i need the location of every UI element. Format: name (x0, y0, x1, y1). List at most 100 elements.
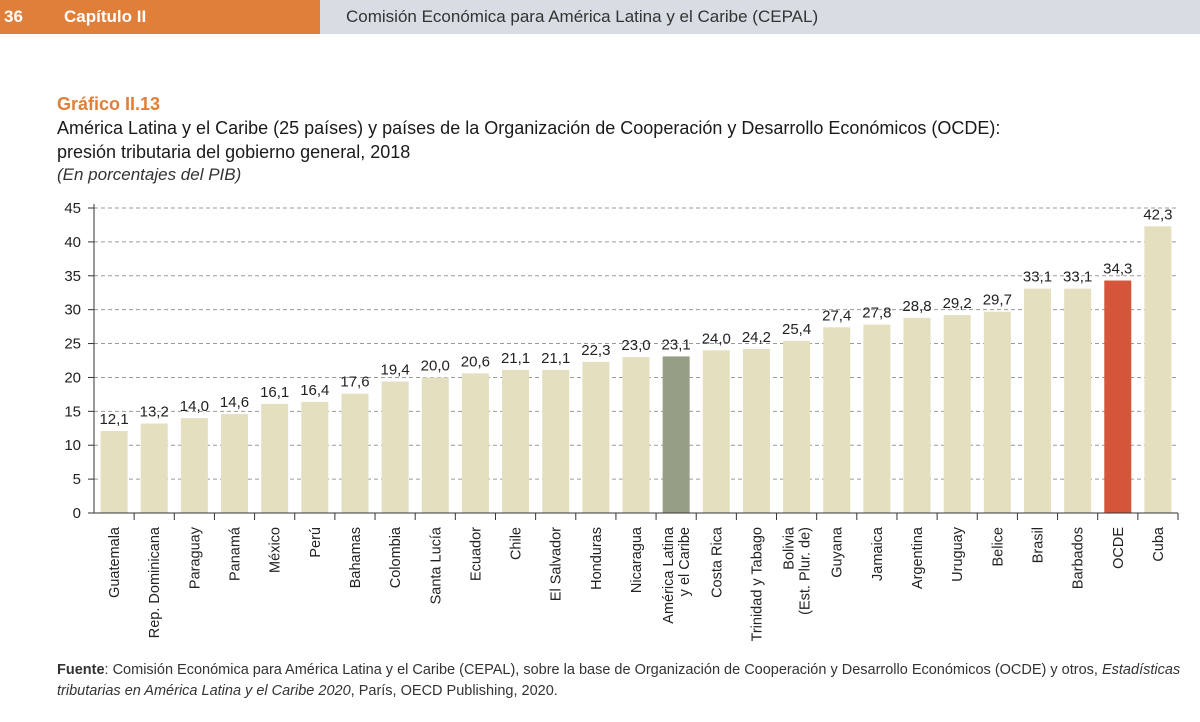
bar (381, 381, 409, 513)
value-label: 16,1 (260, 384, 289, 401)
bar-chart: 12,1 13,2 14,0 14,6 16,1 16,4 17,6 19,4 20,0 20,6… (64, 200, 1179, 641)
bar (943, 315, 971, 513)
x-tick-label-line: Bahamas (348, 527, 364, 588)
value-label: 16,4 (300, 382, 329, 399)
x-tick-label-line: Paraguay (187, 526, 203, 589)
x-tick-label: Guyana (830, 526, 846, 578)
value-label: 33,1 (1063, 269, 1092, 286)
value-label: 24,2 (742, 329, 771, 346)
bar (301, 401, 329, 513)
figure-title-line2: presión tributaria del gobierno general,… (57, 142, 411, 162)
header-publisher-block: Comisión Económica para América Latina y… (320, 0, 1200, 34)
x-tick-label: Colombia (388, 526, 404, 588)
bar (1064, 288, 1092, 513)
y-tick-label: 40 (64, 234, 81, 251)
bar (983, 311, 1011, 513)
x-tick-label-line: Belice (990, 527, 1006, 567)
x-tick-label: Uruguay (950, 526, 966, 582)
x-tick-label-line: OCDE (1111, 527, 1127, 569)
page-number: 36 (4, 7, 23, 26)
value-label: 29,7 (983, 292, 1012, 309)
x-tick-label: El Salvador (549, 527, 565, 601)
bar (783, 340, 811, 513)
x-tick-label: Costa Rica (709, 526, 725, 598)
value-label: 24,0 (702, 330, 731, 347)
x-tick-label: Barbados (1071, 527, 1087, 589)
x-tick-label: Jamaica (870, 526, 886, 581)
x-tick-label-line: y el Caribe (677, 527, 693, 596)
bar (261, 403, 289, 513)
bar (421, 377, 449, 513)
x-tick-label: Argentina (910, 526, 926, 589)
bar (823, 327, 851, 513)
x-tick-label-line: Chile (509, 527, 525, 560)
x-tick-label-line: El Salvador (549, 527, 565, 601)
x-tick-label: Rep. Dominicana (147, 526, 163, 638)
x-tick-label-line: Rep. Dominicana (147, 526, 163, 638)
bar (702, 350, 730, 513)
bar (542, 369, 570, 513)
x-tick-label-line: Perú (308, 527, 324, 558)
source-text-2: , París, OECD Publishing, 2020. (350, 683, 558, 699)
chapter-title: Capítulo II (64, 7, 147, 26)
value-label: 34,3 (1103, 261, 1132, 278)
bar (180, 418, 208, 513)
x-tick-label: Bolivia(Est. Plur. de) (782, 526, 814, 615)
x-tick-label: Belice (990, 527, 1006, 567)
value-label: 21,1 (541, 350, 570, 367)
x-tick-label: Bahamas (348, 527, 364, 588)
x-tick-label-line: Argentina (910, 526, 926, 589)
y-tick-label: 30 (64, 302, 81, 319)
x-tick-label: Brasil (1030, 527, 1046, 563)
figure-title-line1: América Latina y el Caribe (25 países) y… (57, 118, 1001, 138)
bar (461, 373, 489, 513)
x-tick-label-line: (Est. Plur. de) (798, 527, 814, 615)
x-tick-label-line: Costa Rica (709, 526, 725, 598)
value-label: 29,2 (943, 295, 972, 312)
source-label: Fuente (57, 662, 105, 678)
bar (582, 361, 610, 513)
x-tick-label-line: Colombia (388, 526, 404, 588)
x-tick-label: Chile (509, 527, 525, 560)
value-label: 22,3 (581, 342, 610, 359)
value-label: 42,3 (1143, 206, 1172, 223)
x-tick-label-line: Cuba (1151, 526, 1167, 562)
bar (662, 356, 690, 513)
value-label: 25,4 (782, 321, 811, 338)
axis-layer: 0 5 10 15 20 25 30 35 40 45 Guatemala Rep. Dominica… (64, 200, 1179, 641)
bar (1144, 226, 1172, 514)
header-chapter-block: 36 Capítulo II (0, 0, 320, 34)
figure-subtitle: (En porcentajes del PIB) (57, 165, 242, 184)
x-tick-label: OCDE (1111, 527, 1127, 569)
bar (863, 324, 891, 513)
value-label: 27,4 (822, 307, 851, 324)
value-label: 27,8 (862, 305, 891, 322)
source-note: Fuente: Comisión Económica para América … (57, 660, 1187, 702)
bar (341, 393, 369, 513)
value-label: 13,2 (140, 404, 169, 421)
bar (140, 423, 168, 513)
source-italic-title: Estadísticas tributarias en América Lati… (57, 662, 1181, 699)
x-tick-label-line: Bolivia (782, 526, 798, 570)
x-tick-label-line: Panamá (228, 526, 244, 581)
bar (903, 317, 931, 513)
value-label: 28,8 (902, 298, 931, 315)
bar (1104, 280, 1132, 513)
bar (221, 414, 249, 513)
x-tick-label: Panamá (228, 526, 244, 581)
bar (1023, 288, 1051, 513)
x-tick-label-line: Nicaragua (629, 526, 645, 593)
bar (100, 430, 128, 513)
x-tick-label: Trinidad y Tabago (749, 527, 765, 641)
y-tick-label: 20 (64, 369, 81, 386)
x-tick-label: Perú (308, 527, 324, 558)
header-bar: 36 Capítulo II Comisión Económica para A… (0, 0, 1200, 34)
x-tick-label-line: Jamaica (870, 526, 886, 581)
bar (502, 369, 530, 513)
x-tick-label: Santa Lucía (428, 526, 444, 604)
figure-label: Gráfico II.13 (57, 94, 161, 114)
x-tick-label-line: Uruguay (950, 526, 966, 582)
x-tick-label: América Latinay el Caribe (661, 526, 693, 624)
x-tick-label-line: América Latina (661, 526, 677, 624)
x-tick-label: México (268, 527, 284, 573)
